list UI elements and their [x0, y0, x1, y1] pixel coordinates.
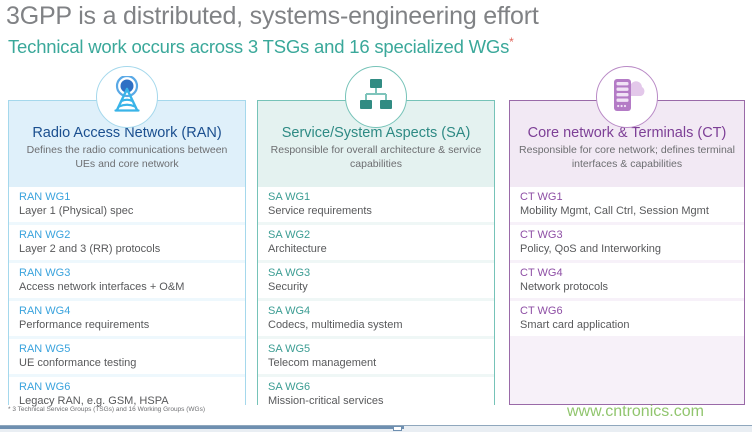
wg-description: Legacy RAN, e.g. GSM, HSPA [19, 395, 169, 407]
footnote-text: * 3 Technical Service Groups (TSGs) and … [8, 406, 205, 413]
tsg-card-ran-title: Radio Access Network (RAN) [32, 125, 222, 141]
page-subtitle-text: Technical work occurs across 3 TSGs and … [8, 36, 510, 58]
wg-row[interactable]: RAN WG3 Access network interfaces + O&M [9, 263, 245, 298]
wg-description: UE conformance testing [19, 357, 137, 369]
footnote-marker: * [509, 35, 514, 49]
page-title: 3GPP is a distributed, systems-engineeri… [6, 2, 539, 30]
wg-description: Service requirements [268, 205, 372, 217]
tsg-card-ran-description: Defines the radio communications between… [26, 144, 228, 170]
tsg-icon-bubble-sa [345, 66, 407, 128]
tsg-card-ct-header: Core network & Terminals (CT) Responsibl… [510, 101, 744, 187]
wg-row[interactable]: SA WG5 Telecom management [258, 339, 494, 374]
tsg-card-sa-description: Responsible for overall architecture & s… [270, 144, 482, 170]
wg-row[interactable]: CT WG4 Network protocols [510, 263, 744, 298]
wg-code: SA WG2 [268, 229, 311, 241]
wg-row[interactable]: RAN WG1 Layer 1 (Physical) spec [9, 187, 245, 222]
wg-row[interactable]: RAN WG6 Legacy RAN, e.g. GSM, HSPA [9, 377, 245, 412]
wg-code: CT WG1 [520, 191, 563, 203]
wg-description: Telecom management [268, 357, 377, 369]
tsg-card-ct-title: Core network & Terminals (CT) [527, 125, 727, 141]
wg-row[interactable]: RAN WG5 UE conformance testing [9, 339, 245, 374]
tsg-icon-bubble-ct [596, 66, 658, 128]
wg-code: SA WG3 [268, 267, 311, 279]
server-cloud-icon [606, 76, 648, 119]
wg-description: Codecs, multimedia system [268, 319, 403, 331]
wg-code: RAN WG3 [19, 267, 71, 279]
wg-code: SA WG5 [268, 343, 311, 355]
tsg-card-ran-wg-list: RAN WG1 Layer 1 (Physical) spec RAN WG2 … [9, 187, 245, 412]
wg-row[interactable]: CT WG3 Policy, QoS and Interworking [510, 225, 744, 260]
tsg-card-sa-wg-list: SA WG1 Service requirements SA WG2 Archi… [258, 187, 494, 412]
wg-code: RAN WG2 [19, 229, 71, 241]
wg-description: Performance requirements [19, 319, 150, 331]
page-subtitle: Technical work occurs across 3 TSGs and … [8, 35, 748, 58]
wg-row[interactable]: SA WG3 Security [258, 263, 494, 298]
wg-row[interactable]: SA WG1 Service requirements [258, 187, 494, 222]
wg-description: Mission-critical services [268, 395, 384, 407]
tsg-icon-bubble-ran [96, 66, 158, 128]
scrollbar-nub[interactable] [393, 426, 402, 431]
wg-row[interactable]: SA WG6 Mission-critical services [258, 377, 494, 412]
wg-code: SA WG1 [268, 191, 311, 203]
wg-description: Mobility Mgmt, Call Ctrl, Session Mgmt [520, 205, 709, 217]
wg-code: CT WG6 [520, 305, 563, 317]
tsg-card-ct-wg-list: CT WG1 Mobility Mgmt, Call Ctrl, Session… [510, 187, 744, 404]
wg-row[interactable]: RAN WG2 Layer 2 and 3 (RR) protocols [9, 225, 245, 260]
wg-row[interactable]: CT WG1 Mobility Mgmt, Call Ctrl, Session… [510, 187, 744, 222]
wg-row[interactable]: SA WG4 Codecs, multimedia system [258, 301, 494, 336]
watermark: www.cntronics.com [567, 403, 704, 420]
wg-description: Security [268, 281, 308, 293]
wg-code: CT WG4 [520, 267, 563, 279]
wg-description: Policy, QoS and Interworking [520, 243, 662, 255]
wg-code: RAN WG1 [19, 191, 71, 203]
tsg-card-sa[interactable]: Service/System Aspects (SA) Responsible … [257, 100, 495, 412]
org-chart-icon [356, 78, 396, 117]
tsg-card-sa-title: Service/System Aspects (SA) [281, 125, 471, 141]
wg-code: RAN WG4 [19, 305, 71, 317]
bottom-scrollbar[interactable] [0, 425, 752, 432]
wg-description: Access network interfaces + O&M [19, 281, 185, 293]
wg-row[interactable]: RAN WG4 Performance requirements [9, 301, 245, 336]
wg-description: Architecture [268, 243, 327, 255]
wg-code: SA WG6 [268, 381, 311, 393]
wg-code: RAN WG6 [19, 381, 71, 393]
wg-code: SA WG4 [268, 305, 311, 317]
wg-description: Smart card application [520, 319, 630, 331]
tsg-card-ct[interactable]: Core network & Terminals (CT) Responsibl… [509, 100, 745, 405]
tsg-card-ran[interactable]: Radio Access Network (RAN) Defines the r… [8, 100, 246, 412]
wg-row[interactable]: SA WG2 Architecture [258, 225, 494, 260]
cell-tower-icon [107, 74, 147, 119]
wg-description: Network protocols [520, 281, 609, 293]
tsg-card-ct-description: Responsible for core network; defines te… [519, 144, 735, 170]
wg-description: Layer 2 and 3 (RR) protocols [19, 243, 161, 255]
wg-code: RAN WG5 [19, 343, 71, 355]
wg-description: Layer 1 (Physical) spec [19, 205, 134, 217]
wg-row[interactable]: CT WG6 Smart card application [510, 301, 744, 336]
wg-code: CT WG3 [520, 229, 563, 241]
scrollbar-thumb[interactable] [0, 426, 404, 429]
